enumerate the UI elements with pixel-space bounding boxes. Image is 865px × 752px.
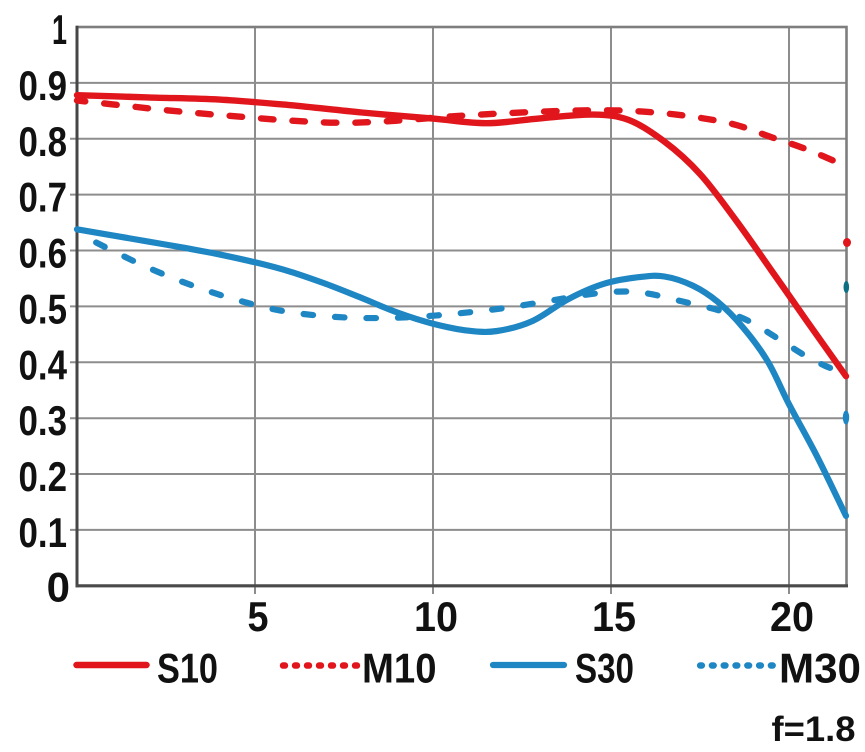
svg-text:10: 10 (414, 593, 458, 640)
svg-text:f=1.8: f=1.8 (772, 710, 856, 749)
svg-text:0: 0 (47, 563, 70, 610)
svg-text:0.3: 0.3 (19, 397, 68, 444)
svg-text:0.4: 0.4 (19, 341, 68, 388)
svg-text:S30: S30 (575, 645, 634, 692)
svg-text:S10: S10 (157, 645, 218, 692)
svg-text:0.7: 0.7 (19, 174, 68, 221)
svg-text:15: 15 (592, 593, 636, 640)
svg-text:0.6: 0.6 (19, 230, 68, 277)
svg-text:0.1: 0.1 (19, 509, 68, 556)
svg-text:0.2: 0.2 (19, 453, 68, 500)
svg-text:0.9: 0.9 (19, 62, 68, 109)
svg-text:0.8: 0.8 (19, 118, 68, 165)
svg-text:M10: M10 (362, 645, 437, 692)
svg-text:M30: M30 (779, 645, 861, 692)
svg-text:20: 20 (770, 593, 814, 640)
svg-text:5: 5 (248, 593, 269, 640)
svg-text:0.5: 0.5 (19, 285, 68, 332)
svg-text:1: 1 (52, 6, 67, 53)
